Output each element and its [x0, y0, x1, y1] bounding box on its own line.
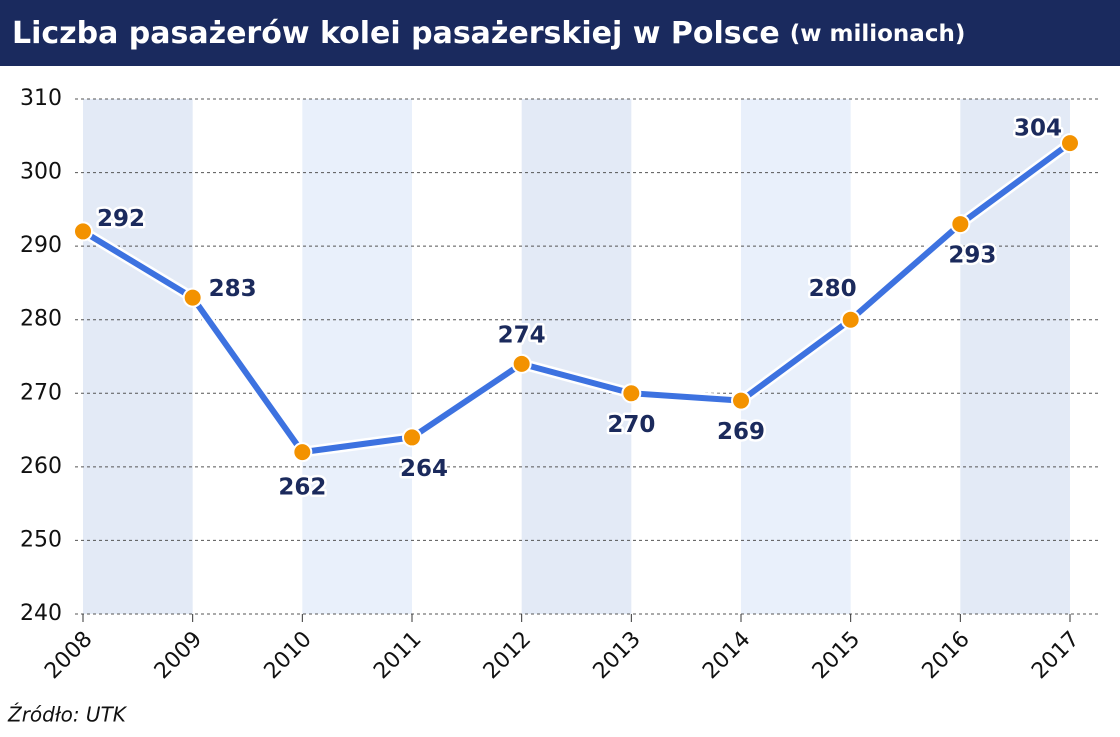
x-tick-label: 2016 [918, 627, 975, 684]
x-tick-label: 2010 [260, 627, 317, 684]
marker [1060, 133, 1080, 154]
y-tick-label: 240 [20, 601, 62, 626]
subtitle: (w milionach) [790, 21, 966, 47]
value-label: 270 [607, 412, 655, 438]
x-tick-label: 2017 [1027, 627, 1084, 684]
marker [511, 353, 532, 374]
marker [402, 427, 422, 448]
x-tick-label: 2015 [808, 627, 865, 684]
marker [840, 309, 861, 330]
x-tick-label: 2009 [150, 627, 207, 684]
band [83, 99, 193, 614]
value-label: 264 [400, 456, 448, 482]
marker [73, 221, 93, 242]
value-label: 283 [209, 276, 257, 302]
value-label: 304 [1014, 116, 1062, 142]
band [302, 99, 412, 614]
x-tick-label: 2014 [698, 627, 755, 684]
y-tick-label: 270 [20, 380, 62, 405]
value-label: 274 [498, 322, 546, 348]
value-label: 262 [278, 475, 326, 501]
marker [621, 383, 642, 404]
y-tick-label: 300 [20, 160, 62, 185]
x-tick-label: 2011 [369, 627, 426, 684]
line [81, 140, 1072, 456]
marker [731, 390, 751, 411]
band [521, 99, 632, 614]
marker [182, 287, 203, 308]
value-label: 280 [809, 276, 857, 302]
marker [292, 442, 313, 463]
y-tick-label: 260 [20, 454, 62, 479]
y-tick-label: 310 [20, 86, 62, 111]
source: Źródło: UTK [7, 703, 128, 727]
marker [950, 214, 971, 235]
x-tick-label: 2013 [589, 627, 646, 684]
band [960, 99, 1070, 614]
title-bar [0, 0, 1120, 66]
x-tick-label: 2012 [479, 627, 536, 684]
value-label: 269 [717, 419, 765, 445]
value-label: 292 [97, 206, 145, 232]
title-text: Liczba pasażerów kolei pasażerskiej w Po… [12, 16, 780, 51]
chart-title: Liczba pasażerów kolei pasażerskiej w Po… [12, 16, 965, 51]
y-tick-label: 280 [20, 307, 62, 332]
value-label: 293 [948, 243, 996, 269]
y-tick-label: 250 [20, 527, 62, 552]
x-tick-label: 2008 [40, 627, 97, 684]
y-tick-label: 290 [20, 233, 62, 258]
